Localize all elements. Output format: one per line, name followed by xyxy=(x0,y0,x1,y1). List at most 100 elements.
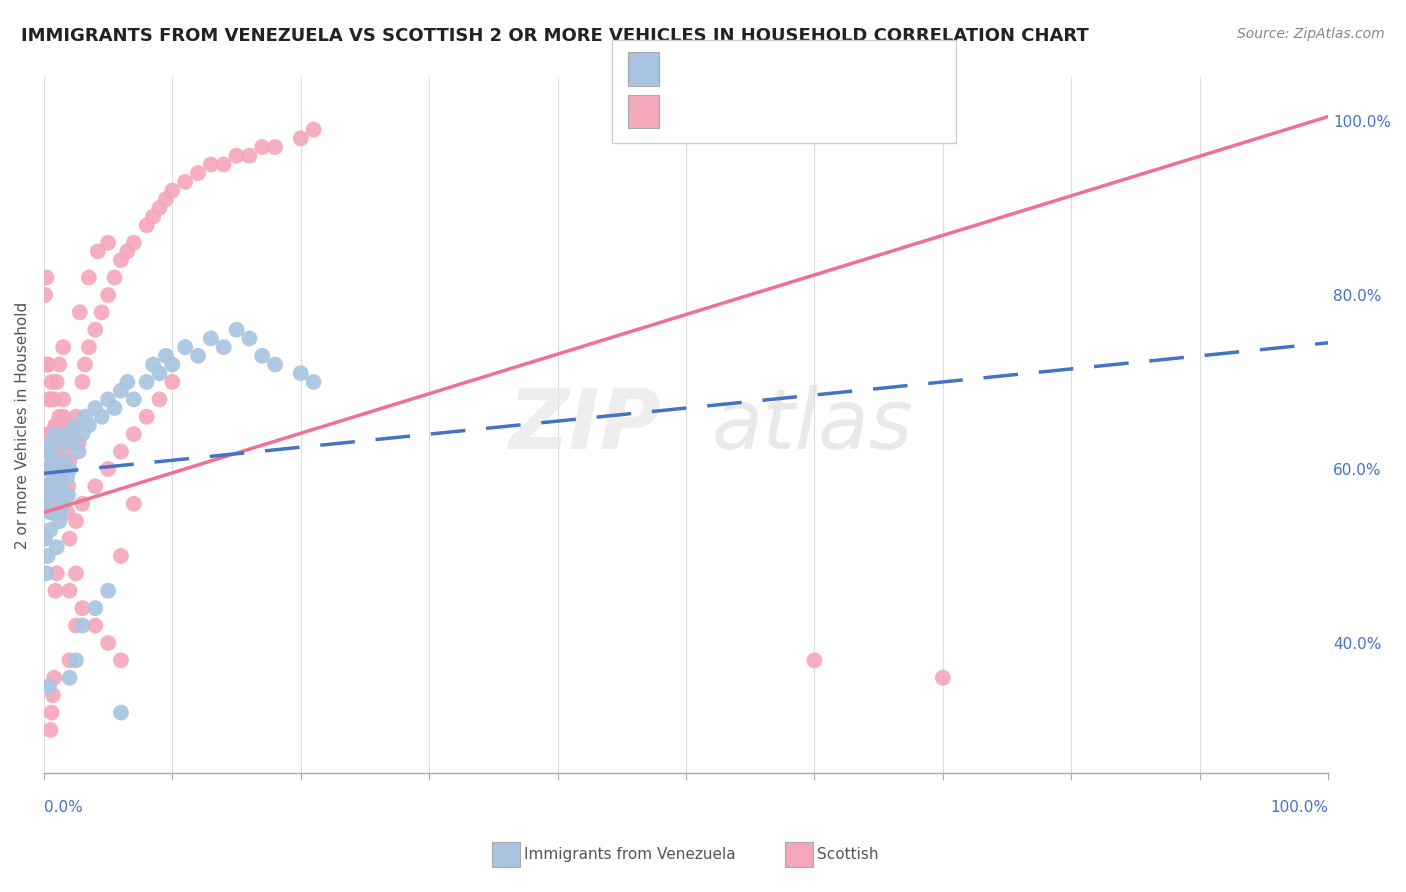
Point xyxy=(53,453,76,467)
Point xyxy=(84,618,107,632)
Point xyxy=(250,140,273,154)
Point xyxy=(97,392,120,407)
Point xyxy=(77,418,100,433)
Point xyxy=(162,358,184,372)
Point xyxy=(45,462,67,476)
Point xyxy=(56,505,79,519)
Point xyxy=(65,409,87,424)
Point xyxy=(48,409,70,424)
Point xyxy=(38,444,60,458)
Point xyxy=(58,671,80,685)
Point xyxy=(122,427,145,442)
Text: 0.109: 0.109 xyxy=(710,60,766,78)
Point xyxy=(52,427,75,442)
Point xyxy=(60,418,83,433)
Point xyxy=(148,366,170,380)
Point xyxy=(84,601,107,615)
Point xyxy=(35,444,58,458)
Point xyxy=(37,488,59,502)
Point xyxy=(51,488,73,502)
Point xyxy=(84,401,107,415)
Point xyxy=(72,427,94,442)
Point xyxy=(65,653,87,667)
Point xyxy=(110,444,132,458)
Point xyxy=(58,462,80,476)
Point xyxy=(122,235,145,250)
Text: atlas: atlas xyxy=(711,385,914,466)
Point xyxy=(65,514,87,528)
Point xyxy=(187,166,209,180)
Point xyxy=(90,409,112,424)
Text: R =: R = xyxy=(673,103,713,120)
Point xyxy=(48,479,70,493)
Point xyxy=(148,392,170,407)
Text: 0.458: 0.458 xyxy=(710,103,768,120)
Point xyxy=(97,636,120,650)
Point xyxy=(34,479,56,493)
Point xyxy=(42,688,65,702)
Point xyxy=(44,583,66,598)
Point xyxy=(51,479,73,493)
Point xyxy=(38,444,60,458)
Point xyxy=(52,435,75,450)
Point xyxy=(39,392,62,407)
Point xyxy=(72,375,94,389)
Point xyxy=(44,470,66,484)
Text: N =: N = xyxy=(769,103,808,120)
Text: ZIP: ZIP xyxy=(508,385,661,466)
Point xyxy=(34,479,56,493)
Point xyxy=(97,288,120,302)
Point xyxy=(44,671,66,685)
Point xyxy=(46,470,69,484)
Point xyxy=(290,366,312,380)
Y-axis label: 2 or more Vehicles in Household: 2 or more Vehicles in Household xyxy=(15,301,30,549)
Point xyxy=(37,462,59,476)
Point xyxy=(34,532,56,546)
Text: N =: N = xyxy=(769,60,808,78)
Point xyxy=(67,444,90,458)
Point xyxy=(52,409,75,424)
Point xyxy=(212,340,235,354)
Point xyxy=(37,549,59,563)
Point xyxy=(38,427,60,442)
Point xyxy=(73,409,96,424)
Point xyxy=(135,219,157,233)
Point xyxy=(69,305,91,319)
Point xyxy=(110,253,132,268)
Point xyxy=(155,192,177,206)
Point xyxy=(77,340,100,354)
Point xyxy=(49,488,72,502)
Point xyxy=(77,270,100,285)
Point xyxy=(39,497,62,511)
Point xyxy=(58,583,80,598)
Point xyxy=(225,149,247,163)
Text: Scottish: Scottish xyxy=(817,847,879,862)
Point xyxy=(238,331,260,345)
Point xyxy=(73,358,96,372)
Point xyxy=(42,462,65,476)
Point xyxy=(41,706,63,720)
Point xyxy=(60,435,83,450)
Point xyxy=(72,601,94,615)
Point xyxy=(38,427,60,442)
Point xyxy=(250,349,273,363)
Point xyxy=(52,497,75,511)
Point xyxy=(110,706,132,720)
Point xyxy=(264,140,287,154)
Point xyxy=(56,470,79,484)
Point xyxy=(42,453,65,467)
Point xyxy=(110,653,132,667)
Point xyxy=(174,175,197,189)
Point xyxy=(84,479,107,493)
Point xyxy=(142,210,165,224)
Point xyxy=(35,270,58,285)
Point xyxy=(35,462,58,476)
Point xyxy=(45,470,67,484)
Point xyxy=(58,488,80,502)
Point xyxy=(34,479,56,493)
Point xyxy=(41,505,63,519)
Point xyxy=(53,435,76,450)
Text: IMMIGRANTS FROM VENEZUELA VS SCOTTISH 2 OR MORE VEHICLES IN HOUSEHOLD CORRELATIO: IMMIGRANTS FROM VENEZUELA VS SCOTTISH 2 … xyxy=(21,27,1088,45)
Point xyxy=(110,384,132,398)
Point xyxy=(48,470,70,484)
